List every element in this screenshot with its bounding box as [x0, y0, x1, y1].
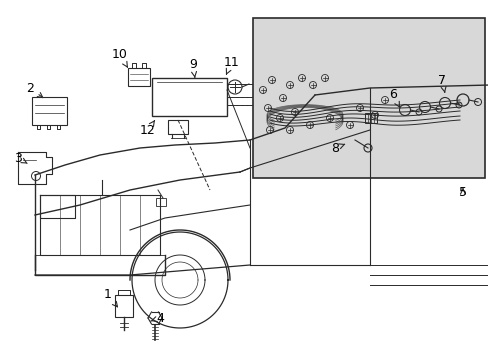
Bar [152, 78, 226, 116]
Text: 7: 7 [437, 73, 445, 92]
Bar [32, 97, 67, 125]
Text: 12: 12 [140, 121, 156, 136]
Text: 10: 10 [112, 49, 128, 67]
Text: 4: 4 [150, 311, 163, 324]
Bar [364, 113, 376, 123]
Text: 9: 9 [189, 58, 197, 77]
Text: 2: 2 [26, 81, 42, 98]
Text: 11: 11 [224, 55, 240, 74]
Bar [128, 68, 150, 86]
Bar [115, 295, 133, 317]
Text: 3: 3 [14, 152, 27, 165]
Bar [156, 198, 165, 206]
Text: 8: 8 [330, 141, 344, 154]
Text: 6: 6 [388, 89, 399, 107]
Text: 5: 5 [458, 185, 466, 198]
Bar [252, 18, 484, 178]
Text: 1: 1 [104, 288, 117, 307]
Bar [168, 120, 187, 134]
